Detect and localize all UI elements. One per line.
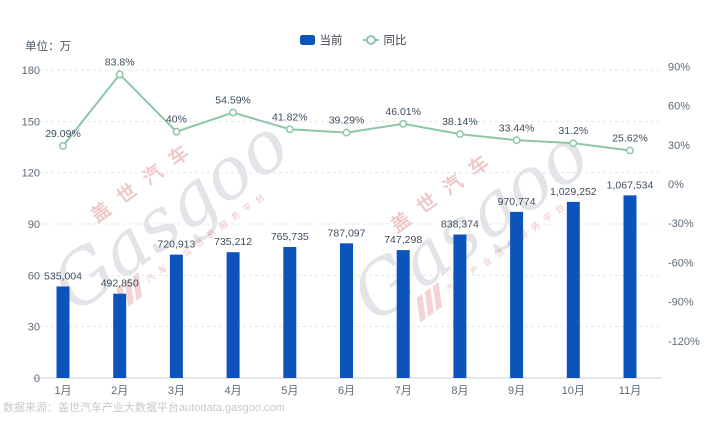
yoy-line [62,72,631,152]
legend: 当前 同比 [0,32,706,48]
bar-value-label: 720,913 [157,239,195,251]
x-axis-label-8月: 8月 [451,385,468,397]
line-value-label: 41.82% [272,111,308,123]
x-axis-label-3月: 3月 [168,385,185,397]
line-value-label: 83.8% [105,56,135,68]
right-axis-tick: 60% [668,101,690,113]
x-axis-label-4月: 4月 [225,385,242,397]
right-axis-tick: -60% [668,257,694,269]
line-point-7月[interactable] [399,119,408,128]
right-axis-tick: 30% [668,140,690,152]
line-value-label: 40% [166,114,187,126]
line-value-label: 38.14% [442,116,478,128]
bar-10月[interactable] [566,201,580,378]
line-point-8月[interactable] [455,130,464,139]
right-axis-tick: 0% [668,179,684,191]
bar-value-label: 1,029,252 [550,186,597,198]
bar-value-label: 787,097 [328,227,366,239]
bar-value-label: 1,067,534 [607,179,654,191]
x-axis-label-6月: 6月 [338,385,355,397]
left-axis-tick: 90 [28,219,40,231]
axis-unit-label: 单位：万 [25,41,71,53]
right-axis-tick: 90% [668,61,690,73]
bar-3月[interactable] [169,254,183,378]
right-axis-tick: -120% [668,336,700,348]
x-axis-label-2月: 2月 [111,385,128,397]
bar-2月[interactable] [113,293,127,378]
line-point-2月[interactable] [115,70,124,79]
line-value-label: 54.59% [215,95,251,107]
right-axis-tick: -90% [668,297,694,309]
x-axis-label-5月: 5月 [281,385,298,397]
line-point-4月[interactable] [229,108,238,117]
bar-value-label: 735,212 [214,236,252,248]
line-point-6月[interactable] [342,128,351,137]
left-axis-tick: 180 [22,65,40,77]
line-point-11月[interactable] [626,146,634,155]
line-value-label: 29.09% [45,128,81,140]
bar-value-label: 838,374 [441,219,479,231]
bar-8月[interactable] [453,234,467,378]
bar-value-label: 492,850 [101,278,139,290]
x-axis-label-11月: 11月 [619,385,641,397]
x-axis-label-9月: 9月 [508,385,525,397]
line-point-1月[interactable] [59,141,67,150]
line-value-label: 25.62% [612,132,648,144]
bar-value-label: 747,298 [384,234,422,246]
line-point-9月[interactable] [512,136,521,145]
line-series-swatch [362,35,379,45]
right-axis-tick: -30% [668,218,694,230]
x-axis-label-7月: 7月 [395,385,412,397]
bar-value-label: 765,735 [271,231,309,243]
line-value-label: 46.01% [385,106,421,118]
line-value-label: 31.2% [558,125,588,137]
bar-1月[interactable] [56,286,70,378]
x-axis-label-1月: 1月 [54,385,71,397]
bar-9月[interactable] [510,211,524,378]
line-value-label: 33.44% [499,122,535,134]
left-axis-tick: 0 [34,373,40,385]
legend-item-current[interactable]: 当前 [299,32,343,48]
bar-4月[interactable] [226,252,240,378]
bar-6月[interactable] [340,243,353,378]
line-point-3月[interactable] [172,127,181,136]
left-axis-tick: 120 [22,168,40,180]
bar-series-swatch [299,35,315,45]
line-value-label: 39.29% [329,115,365,127]
bar-value-label: 535,004 [44,270,82,282]
left-axis-tick: 30 [28,322,40,334]
x-axis-label-10月: 10月 [562,385,585,397]
left-axis-tick: 150 [22,116,40,128]
left-axis-tick: 60 [28,270,40,282]
line-point-5月[interactable] [285,125,294,134]
line-point-10月[interactable] [569,139,578,148]
bar-7月[interactable] [396,250,410,378]
legend-item-yoy[interactable]: 同比 [362,32,407,48]
bar-11月[interactable] [623,195,637,378]
data-source-note: 数据来源：盖世汽车产业大数据平台autodata.gasgoo.com [3,402,285,414]
legend-label-current: 当前 [319,35,343,47]
bar-value-label: 970,774 [498,196,536,208]
legend-label-yoy: 同比 [383,35,407,47]
bar-5月[interactable] [283,246,297,378]
